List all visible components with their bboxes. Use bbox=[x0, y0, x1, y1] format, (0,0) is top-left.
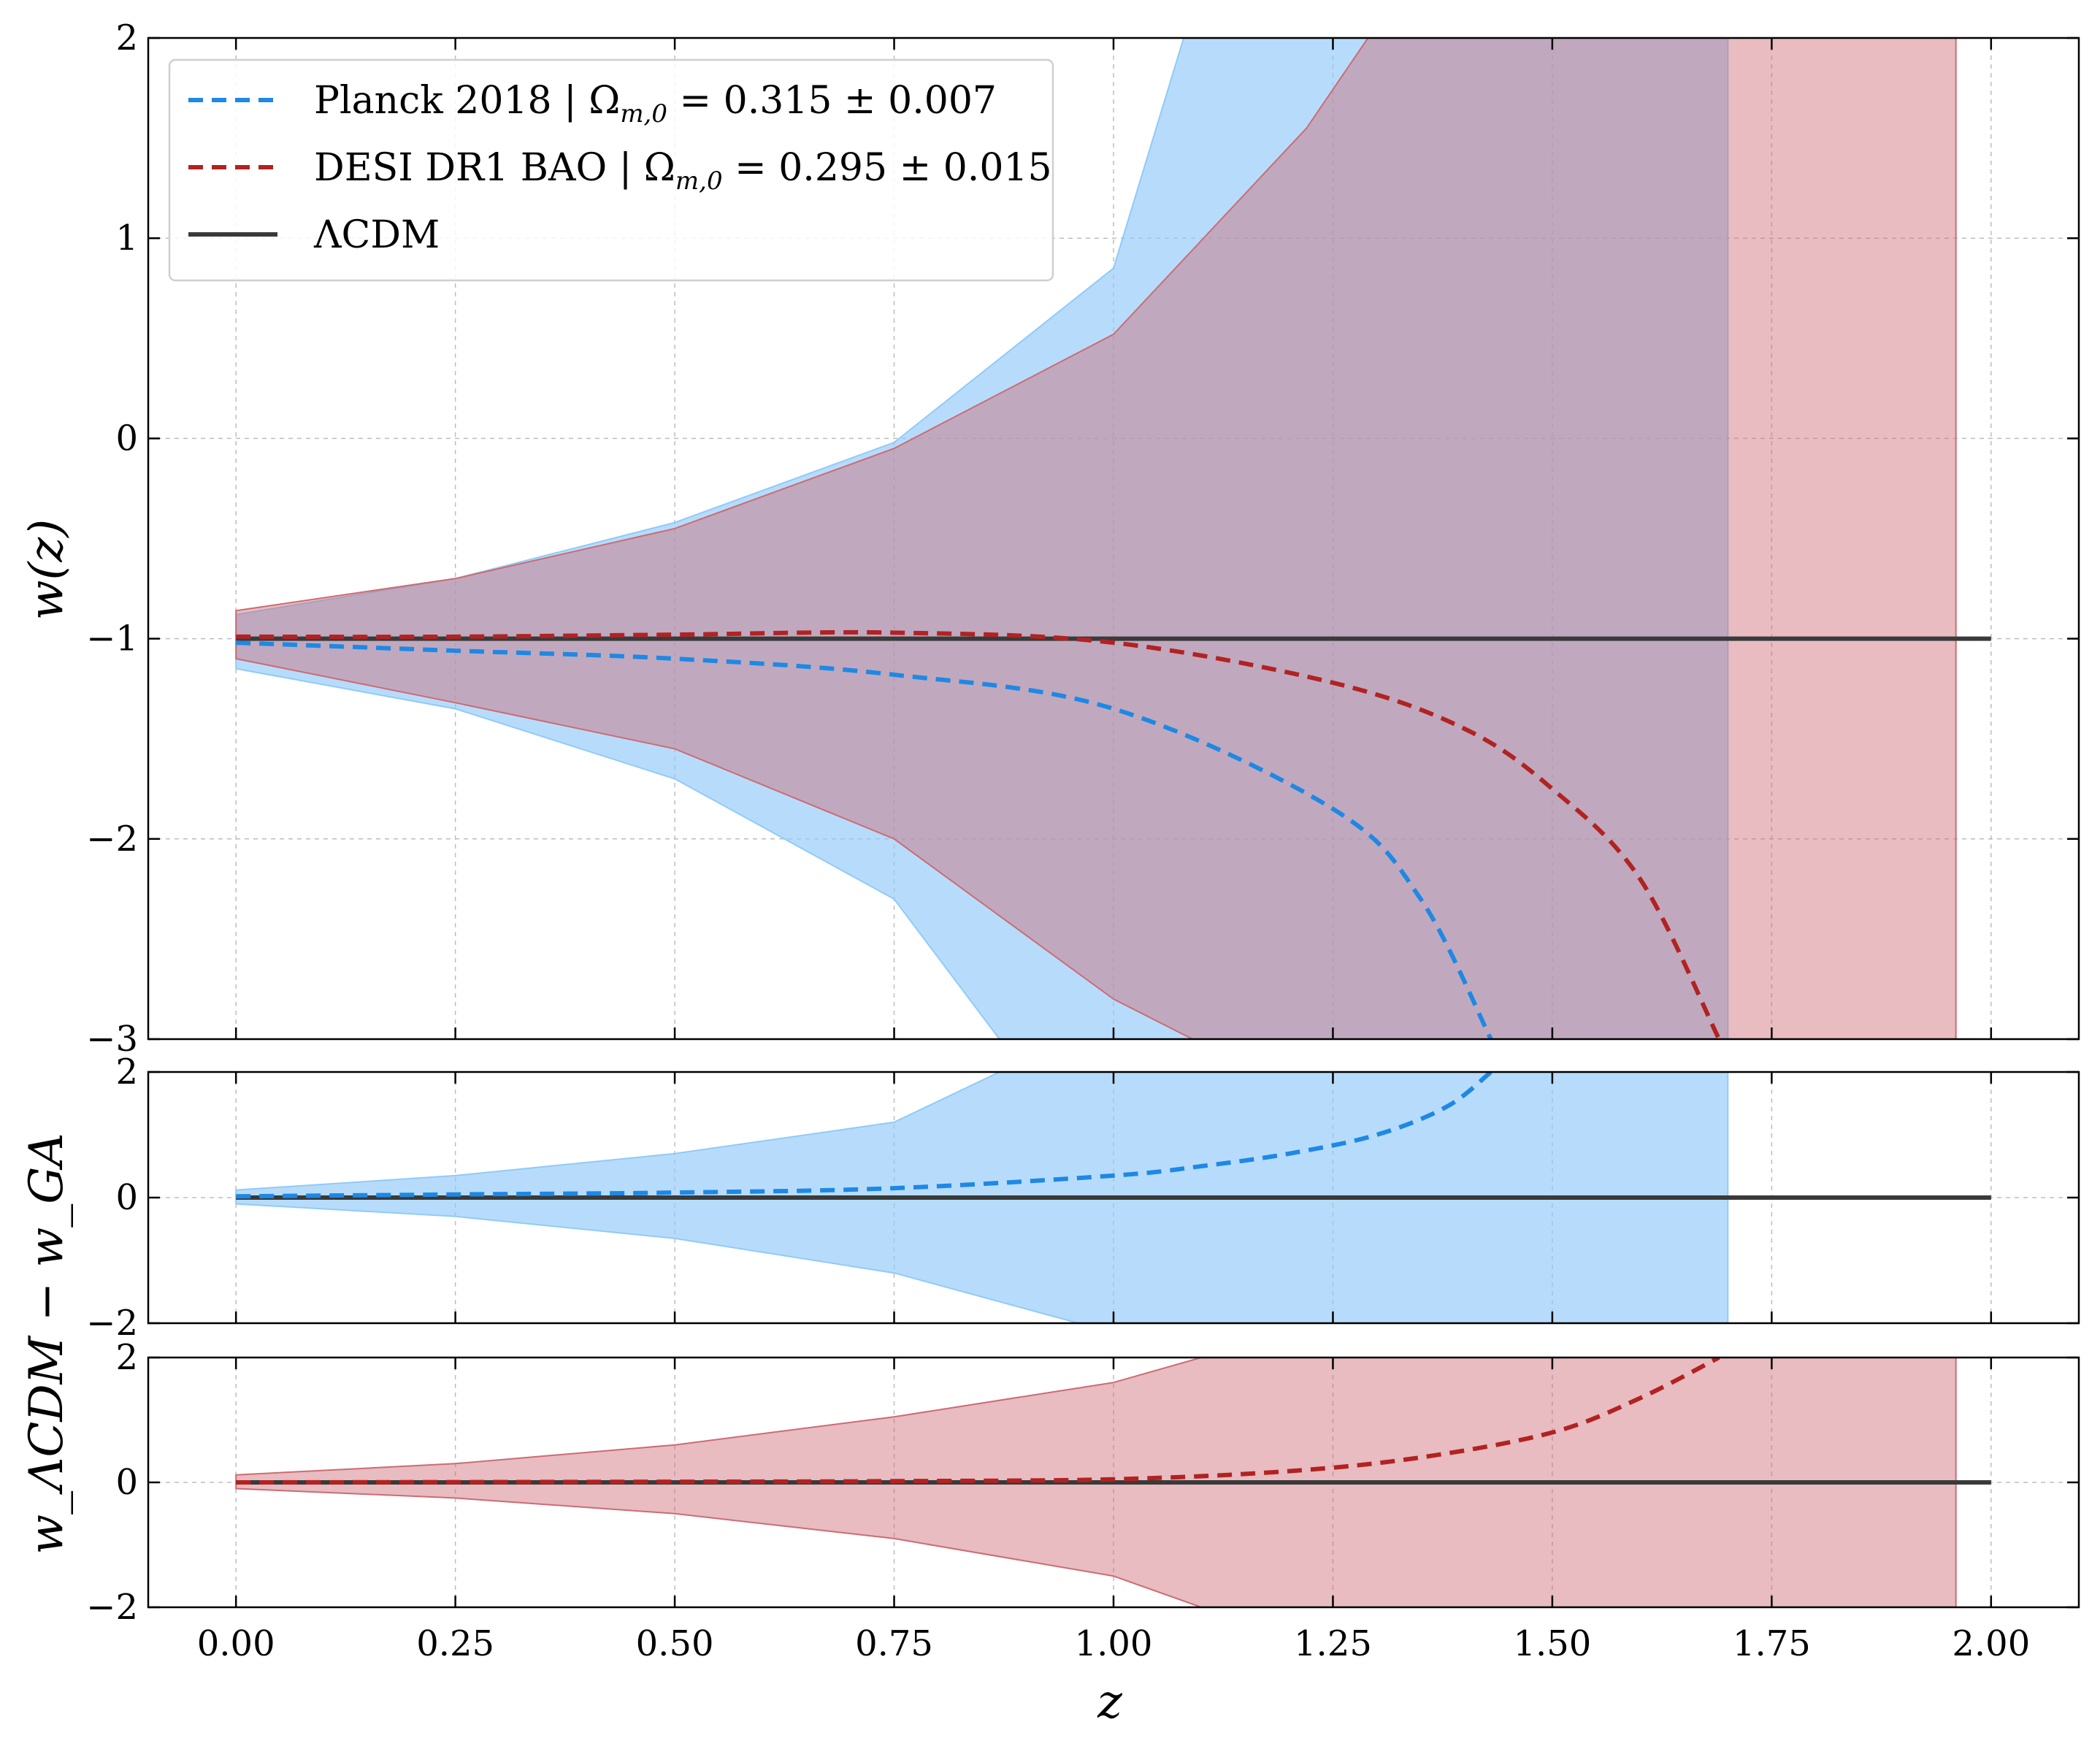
y-tick-label: −2 bbox=[86, 819, 138, 859]
y-tick-label: 2 bbox=[115, 1052, 138, 1092]
panel-residual-desi: 2 0 −2 0.00 0.25 0.50 0.75 1.00 1.25 1.50 1.75 2.00 bbox=[86, 1337, 2080, 1664]
line-planck bbox=[236, 1072, 1492, 1199]
legend-box bbox=[168, 58, 1054, 282]
line-planck bbox=[236, 640, 1493, 1039]
y-tick-label: 0 bbox=[115, 1462, 138, 1503]
legend-label: Planck 2018 | Ωm,0 = 0.315 ± 0.007 bbox=[314, 79, 997, 129]
x-tick-label: 0.50 bbox=[636, 1623, 714, 1664]
x-tick-label: 0.25 bbox=[416, 1623, 494, 1664]
y-tick-label: −2 bbox=[86, 1587, 138, 1628]
legend-label: ΛCDM bbox=[313, 213, 440, 257]
y-tick-label: 1 bbox=[115, 218, 138, 259]
line-desi bbox=[236, 1358, 1720, 1485]
band-desi bbox=[235, 38, 1957, 1039]
y-axis-label-residual: w_ΛCDM − w_GA bbox=[20, 1133, 74, 1554]
y-tick-label: −1 bbox=[86, 619, 138, 659]
panel-main: 2 1 0 −1 −2 −3 bbox=[86, 18, 2080, 1060]
legend-label: DESI DR1 BAO | Ωm,0 = 0.295 ± 0.015 bbox=[314, 146, 1052, 196]
x-tick-label: 0.75 bbox=[855, 1623, 933, 1664]
x-tick-label: 0.00 bbox=[197, 1623, 275, 1664]
y-axis-label-main: w(z) bbox=[20, 519, 74, 620]
x-axis-label: z bbox=[1097, 1675, 1123, 1729]
line-desi bbox=[236, 629, 1721, 1039]
x-tick-label: 2.00 bbox=[1952, 1623, 2030, 1664]
y-tick-label: 0 bbox=[115, 1177, 138, 1218]
legend: Planck 2018 | Ωm,0 = 0.315 ± 0.007 DESI D… bbox=[168, 58, 1054, 282]
x-tick-label: 1.25 bbox=[1294, 1623, 1372, 1664]
x-tick-label: 1.50 bbox=[1513, 1623, 1591, 1664]
y-tick-label: 2 bbox=[115, 1337, 138, 1378]
y-tick-label: −2 bbox=[86, 1303, 138, 1344]
y-tick-label: −3 bbox=[86, 1019, 138, 1060]
y-tick-label: 2 bbox=[115, 18, 138, 58]
x-tick-label: 1.75 bbox=[1733, 1623, 1811, 1664]
band-planck bbox=[235, 38, 1729, 1039]
x-tick-label: 1.00 bbox=[1075, 1623, 1153, 1664]
y-tick-label: 0 bbox=[115, 418, 138, 459]
panel-residual-planck: 2 0 −2 bbox=[86, 1052, 2080, 1344]
